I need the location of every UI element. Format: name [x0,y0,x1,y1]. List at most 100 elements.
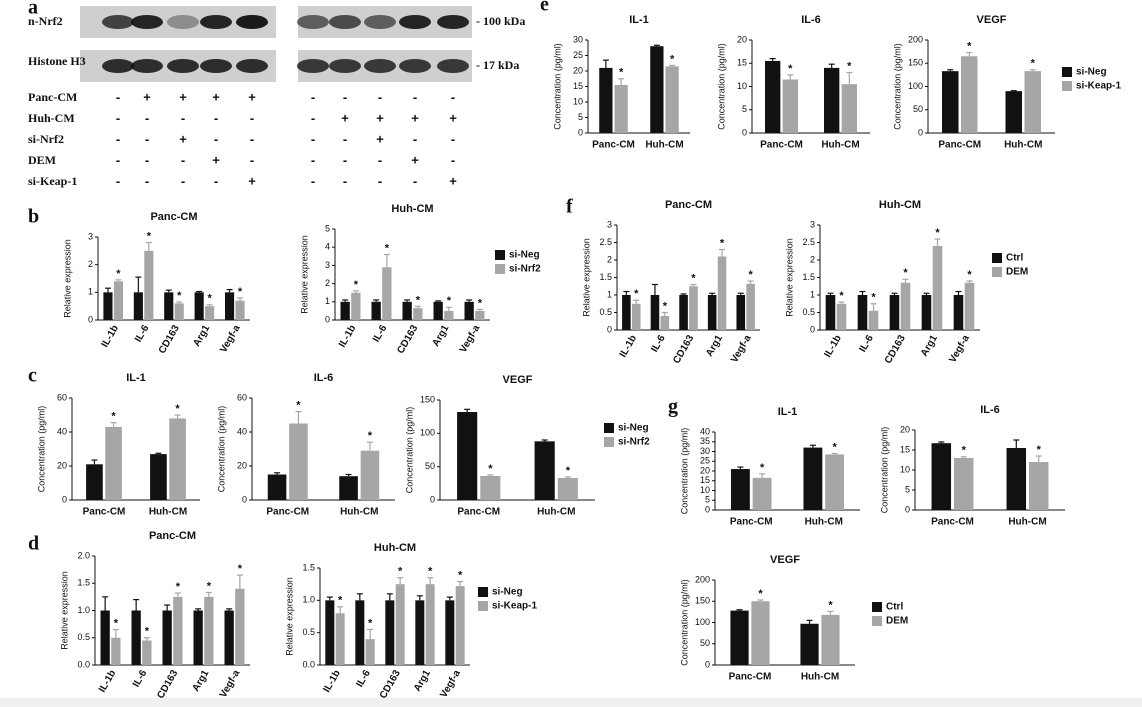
x-tick-label: Huh-CM [537,507,575,518]
legend-label: si-Keap-1 [492,601,537,612]
significance-mark: * [619,67,624,79]
x-tick-label: Huh-CM [149,507,187,518]
treatment-label: si-Keap-1 [28,174,77,188]
blot-band [297,15,329,29]
treatment-sign: + [449,110,457,125]
y-axis-label: Concentration (pg/ml) [216,406,226,493]
significance-mark: * [478,297,483,309]
bar [631,303,641,330]
bar [365,639,375,665]
bar [824,67,840,133]
treatment-sign: - [250,152,254,167]
y-tick-label: 100 [908,81,923,91]
y-tick-label: 150 [908,58,923,68]
y-tick-label: 50 [913,104,923,114]
chart-title: Huh-CM [879,199,921,211]
bar [921,295,932,330]
significance-mark: * [1037,444,1042,456]
y-tick-label: 10 [573,96,583,106]
treatment-sign: - [343,89,347,104]
blot-band [167,15,199,29]
bar [174,303,184,320]
treatment-sign: + [376,110,384,125]
x-tick-label: Huh-CM [340,507,378,518]
chart-title: IL-1 [126,372,146,384]
band-label: Histone H3 [28,54,86,68]
y-tick-label: 1 [810,289,815,299]
significance-mark: * [338,595,343,607]
treatment-sign: + [179,131,187,146]
y-tick-label: 150 [420,394,435,404]
significance-mark: * [114,617,119,629]
bar [650,46,664,134]
band-size: - 17 kDa [476,58,519,72]
significance-mark: * [935,227,940,239]
bar [1006,448,1027,510]
treatment-sign: - [311,89,315,104]
significance-mark: * [760,462,765,474]
y-axis-label: Concentration (pg/ml) [892,43,902,130]
blot-band [131,15,163,29]
treatment-sign: - [181,110,185,125]
significance-mark: * [962,445,967,457]
bar [841,84,857,133]
bar [445,600,455,665]
y-tick-label: 15 [900,444,910,454]
blot-band [329,59,361,73]
y-tick-label: 0.5 [802,307,815,317]
significance-mark: * [207,580,212,592]
bar [382,267,392,320]
blot-band [297,59,329,73]
y-tick-label: 60 [237,392,247,402]
bar [224,292,235,320]
legend-swatch [1062,67,1072,77]
y-tick-label: 0 [918,127,923,137]
treatment-sign: + [179,89,187,104]
bar [803,447,823,510]
band-size: - 100 kDa [476,14,525,28]
bar [395,584,405,665]
y-tick-label: 5 [578,112,583,122]
x-tick-label: Huh-CM [801,672,839,683]
y-axis-label: Concentration (pg/ml) [679,579,689,666]
y-tick-label: 3 [88,231,93,241]
blot-band [200,15,232,29]
y-tick-label: 150 [695,596,710,606]
bar [351,292,361,320]
y-tick-label: 5 [742,104,747,114]
y-tick-label: 15 [573,81,583,91]
bar [100,610,110,665]
bar [335,613,345,665]
bar [889,295,900,330]
bar [325,600,335,665]
y-axis-label: Concentration (pg/ml) [879,427,889,514]
bottom-strip [0,698,1142,707]
bar [339,476,358,500]
bar [194,292,204,320]
bar [204,596,214,665]
bar [105,426,122,500]
y-tick-label: 0 [242,494,247,504]
blot-band [131,59,163,73]
legend-swatch [604,437,614,447]
blot-band [102,15,134,29]
bar [415,600,425,665]
y-tick-label: 100 [420,428,435,438]
y-tick-label: 4 [325,242,330,252]
legend-label: si-Neg [618,423,649,434]
significance-mark: * [967,40,972,52]
y-axis-label: Relative expression [59,571,69,650]
bar [931,443,952,510]
treatment-sign: - [378,173,382,188]
significance-mark: * [398,566,403,578]
treatment-sign: - [451,152,455,167]
x-tick-label: Huh-CM [645,140,683,151]
significance-mark: * [208,293,213,305]
bar [425,584,435,665]
blot-band [236,15,268,29]
y-tick-label: 100 [695,617,710,627]
y-axis-label: Concentration (pg/ml) [679,428,689,515]
treatment-sign: - [311,131,315,146]
y-tick-label: 2.5 [802,237,815,247]
bar [614,84,628,133]
